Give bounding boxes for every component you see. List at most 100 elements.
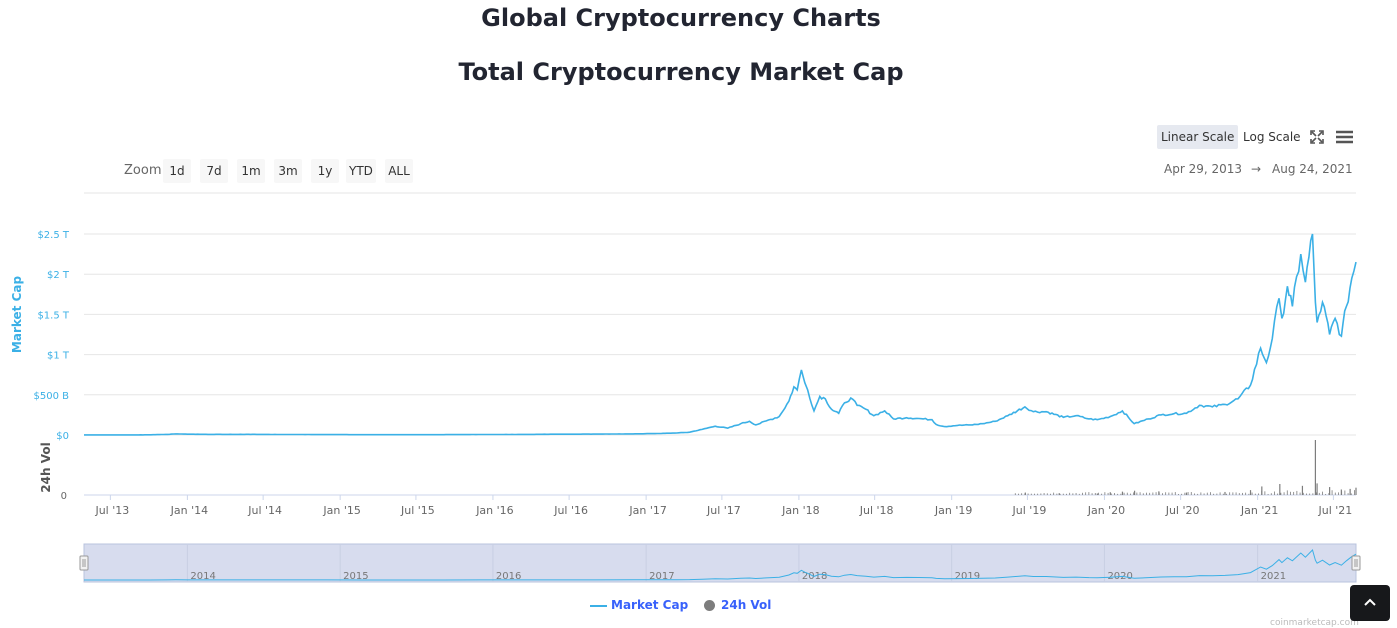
- legend-volume[interactable]: 24h Vol: [704, 598, 771, 612]
- y-tick-label: $500 B: [34, 391, 70, 402]
- volume-bar: [1142, 493, 1144, 495]
- volume-bar: [1034, 493, 1035, 495]
- x-tick-label: Jan '20: [1087, 504, 1125, 517]
- volume-bar: [1098, 492, 1099, 495]
- volume-bar: [1232, 492, 1234, 495]
- volume-bar: [1168, 492, 1170, 495]
- volume-bar: [1254, 493, 1256, 495]
- volume-bar: [1349, 488, 1351, 495]
- linear-scale-button[interactable]: Linear Scale: [1157, 125, 1239, 149]
- volume-bar: [1283, 492, 1285, 495]
- x-tick-label: Jul '21: [1317, 504, 1352, 517]
- volume-bar: [1053, 492, 1055, 495]
- volume-bar: [1190, 492, 1192, 495]
- volume-bar: [1316, 483, 1318, 495]
- x-tick-label: Jan '16: [475, 504, 513, 517]
- volume-bar: [1155, 492, 1157, 495]
- volume-bar: [1235, 492, 1237, 495]
- zoom-button-all[interactable]: ALL: [385, 159, 413, 183]
- navigator-tick-label: 2021: [1261, 571, 1286, 582]
- volume-bar: [1126, 492, 1128, 495]
- volume-bar: [1213, 493, 1215, 495]
- volume-bar: [1280, 492, 1282, 495]
- volume-bar: [1325, 493, 1327, 495]
- volume-bar: [1187, 492, 1189, 495]
- volume-bar: [1021, 493, 1023, 495]
- range-from[interactable]: Apr 29, 2013: [1164, 162, 1243, 176]
- volume-bar: [1139, 492, 1141, 495]
- log-scale-button[interactable]: Log Scale: [1243, 130, 1301, 144]
- volume-bar: [1226, 493, 1227, 495]
- volume-bar: [1309, 493, 1311, 495]
- volume-bar: [1200, 492, 1202, 495]
- zoom-button-7d[interactable]: 7d: [200, 159, 228, 183]
- volume-bar: [1014, 493, 1016, 495]
- volume-bar: [1249, 490, 1252, 495]
- x-tick-label: Jul '13: [94, 504, 129, 517]
- volume-bar: [1136, 492, 1138, 495]
- volume-bar: [1314, 440, 1316, 495]
- zoom-label: Zoom: [124, 163, 162, 178]
- volume-bar: [1043, 493, 1045, 495]
- volume-bar: [1152, 492, 1154, 495]
- volume-bar: [1238, 493, 1240, 495]
- volume-bar: [1050, 493, 1051, 495]
- volume-bar: [1290, 491, 1291, 495]
- legend-market-cap[interactable]: Market Cap: [590, 598, 688, 612]
- volume-bar: [1312, 493, 1314, 495]
- volume-bar: [1328, 493, 1330, 495]
- zoom-button-1y[interactable]: 1y: [311, 159, 339, 183]
- volume-bar: [1245, 492, 1247, 495]
- volume-bar: [1181, 493, 1183, 495]
- volume-bar: [1296, 490, 1298, 495]
- zoom-button-1d[interactable]: 1d: [163, 159, 191, 183]
- y2-axis-title: 24h Vol: [39, 442, 53, 492]
- volume-bar: [1085, 492, 1087, 495]
- zoom-button-3m[interactable]: 3m: [274, 159, 302, 183]
- x-tick-label: Jan '17: [628, 504, 666, 517]
- y-axis-title: Market Cap: [10, 276, 24, 354]
- x-tick-label: Jul '14: [247, 504, 282, 517]
- volume-bar: [1224, 491, 1226, 495]
- volume-bar: [1165, 492, 1167, 495]
- volume-bar: [1114, 493, 1115, 495]
- range-to[interactable]: Aug 24, 2021: [1272, 162, 1353, 176]
- volume-bar: [1219, 492, 1221, 495]
- volume-bar: [1171, 492, 1173, 495]
- volume-bar: [1059, 493, 1061, 495]
- volume-bar: [1261, 486, 1263, 495]
- x-tick-label: Jan '19: [934, 504, 972, 517]
- volume-bar: [1251, 492, 1253, 495]
- volume-bar: [1286, 490, 1288, 495]
- volume-bar: [1107, 492, 1109, 495]
- volume-bar: [1185, 492, 1188, 495]
- volume-bar: [1082, 492, 1083, 495]
- volume-bar: [1301, 485, 1304, 495]
- navigator-tick-label: 2014: [190, 571, 215, 582]
- zoom-button-ytd[interactable]: YTD: [346, 159, 376, 183]
- volume-bar: [1261, 490, 1263, 495]
- scroll-to-top-button[interactable]: [1350, 585, 1390, 621]
- volume-bar: [1248, 493, 1250, 495]
- volume-bar: [1094, 492, 1096, 495]
- volume-bar: [1024, 493, 1026, 495]
- volume-bar: [1331, 490, 1333, 495]
- navigator-handle-right: [1351, 555, 1361, 571]
- x-tick-label: Jul '19: [1012, 504, 1047, 517]
- watermark: coinmarketcap.com: [1270, 618, 1359, 628]
- x-tick-label: Jan '18: [781, 504, 819, 517]
- chevron-up-icon: [1364, 598, 1376, 606]
- volume-bar: [1315, 492, 1317, 495]
- fullscreen-icon[interactable]: [1306, 126, 1328, 148]
- menu-icon[interactable]: [1333, 126, 1355, 148]
- zoom-button-1m[interactable]: 1m: [237, 159, 265, 183]
- navigator-tick-label: 2016: [496, 571, 521, 582]
- volume-bar: [1120, 493, 1122, 495]
- legend-volume-label: 24h Vol: [721, 598, 772, 612]
- x-tick-label: Jul '17: [706, 504, 741, 517]
- volume-bar: [1158, 492, 1160, 495]
- volume-bar: [1267, 493, 1269, 495]
- x-tick-label: Jul '18: [859, 504, 894, 517]
- volume-bar: [1242, 492, 1243, 495]
